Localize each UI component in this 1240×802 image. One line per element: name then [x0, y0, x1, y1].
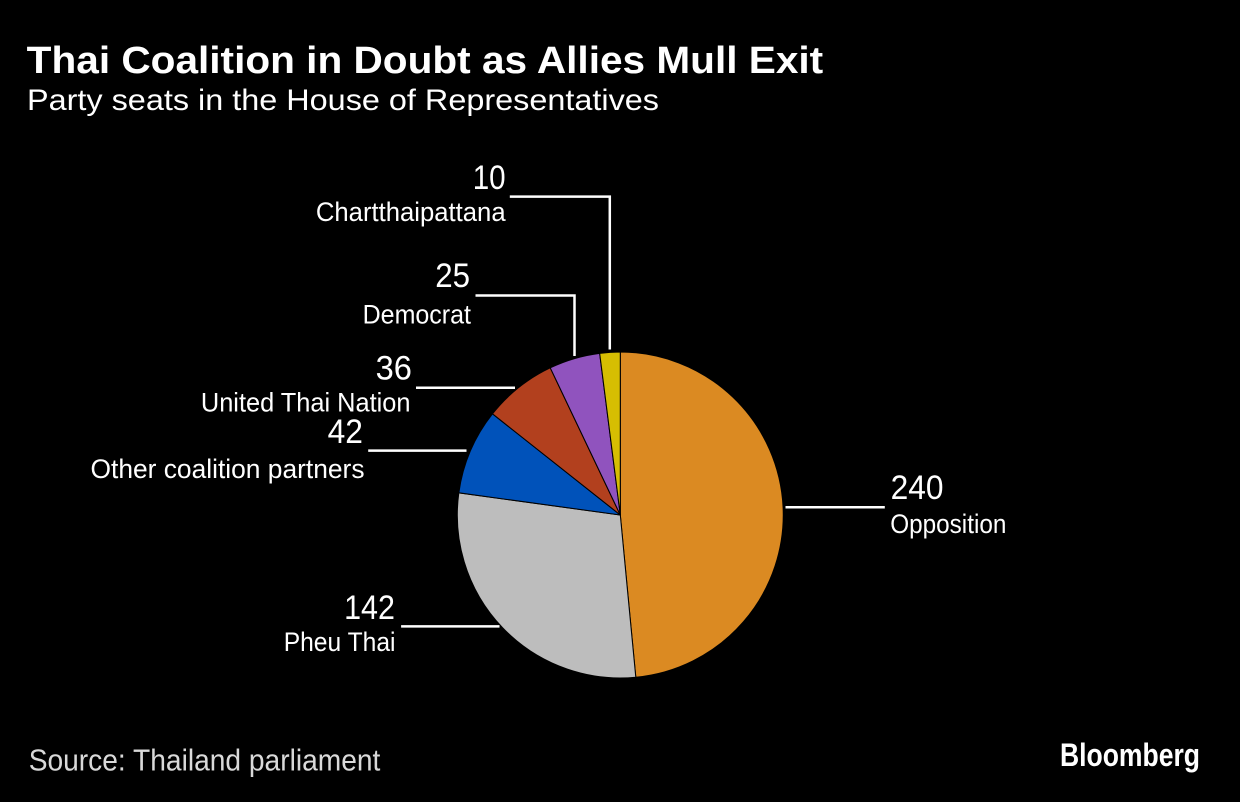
svg-text:Thai Coalition in Doubt as All: Thai Coalition in Doubt as Allies Mull E…	[27, 40, 824, 82]
svg-text:10: 10	[473, 159, 506, 197]
svg-text:United Thai Nation: United Thai Nation	[201, 388, 411, 418]
svg-text:Chartthaipattana: Chartthaipattana	[316, 197, 507, 227]
svg-text:Bloomberg: Bloomberg	[1060, 737, 1200, 773]
svg-text:42: 42	[328, 413, 363, 451]
svg-text:240: 240	[891, 469, 944, 507]
svg-text:Party seats in the House of Re: Party seats in the House of Representati…	[27, 84, 659, 117]
svg-text:Other coalition partners: Other coalition partners	[91, 454, 365, 484]
svg-text:Democrat: Democrat	[363, 300, 472, 330]
svg-text:25: 25	[435, 257, 470, 295]
svg-text:Source: Thailand parliament: Source: Thailand parliament	[29, 743, 381, 777]
svg-text:Pheu Thai: Pheu Thai	[284, 627, 396, 657]
svg-text:142: 142	[344, 589, 395, 627]
svg-text:Opposition: Opposition	[890, 509, 1006, 539]
svg-text:36: 36	[376, 349, 412, 387]
